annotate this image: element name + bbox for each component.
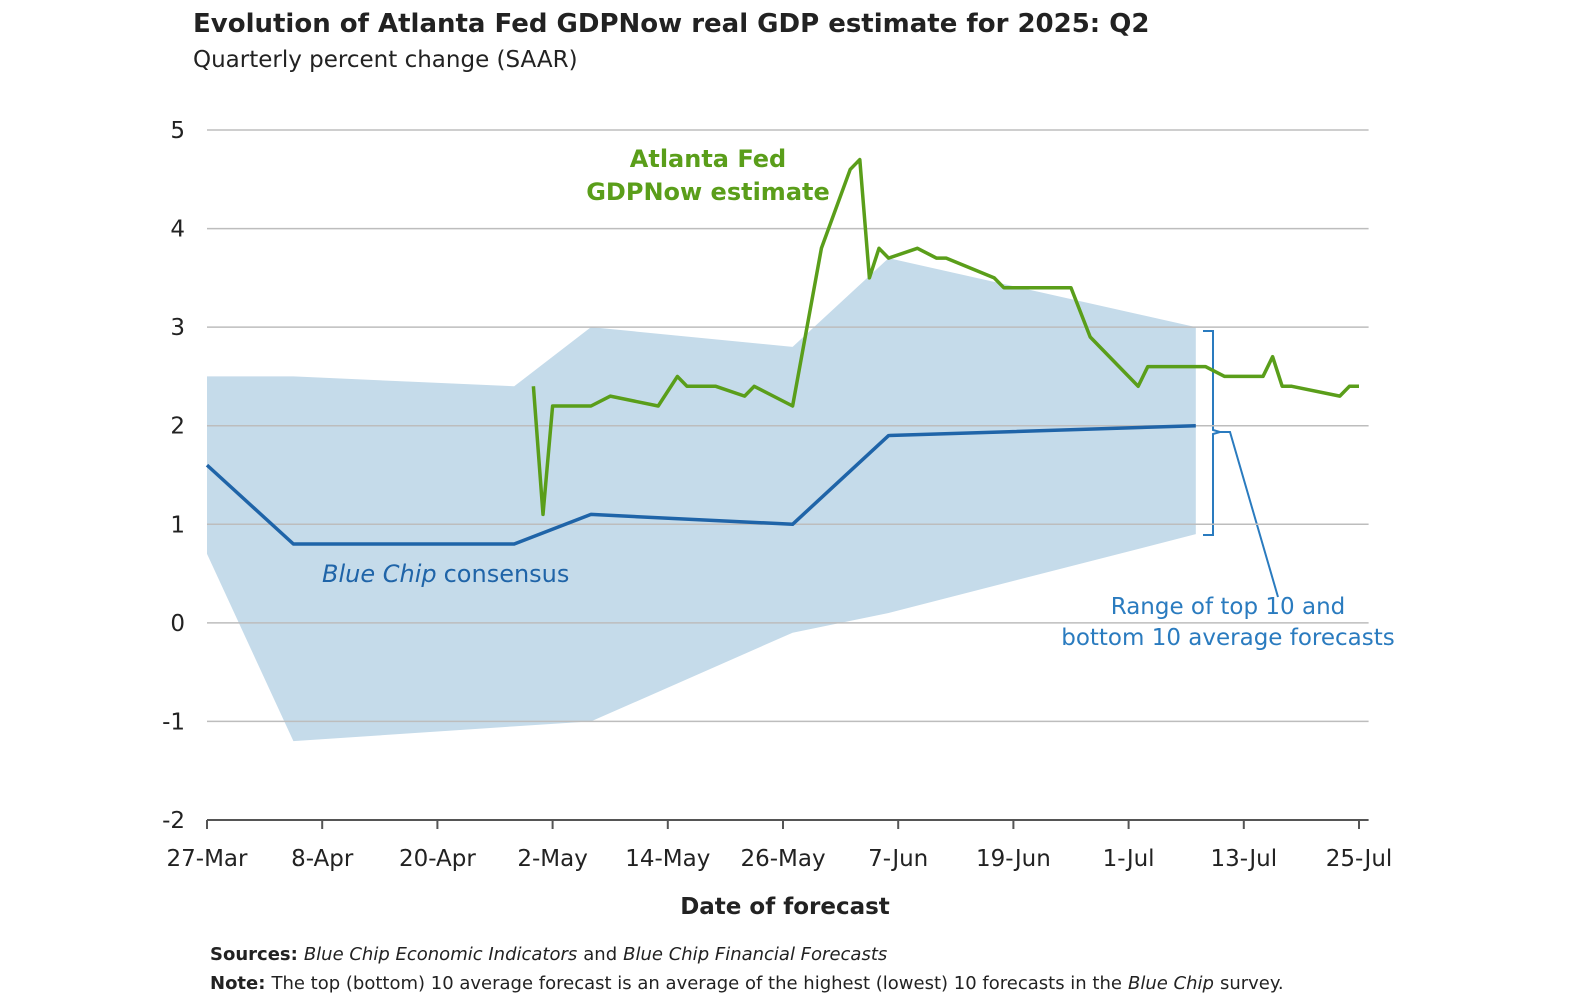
range-band <box>207 258 1196 742</box>
label-run: The top (bottom) 10 average forecast is … <box>270 973 1122 994</box>
label-run: bottom 10 average forecasts <box>1061 625 1395 651</box>
label: Range of top 10 and bottom 10 average for… <box>1061 594 1395 651</box>
x-tick-label: 14-May <box>625 846 710 872</box>
x-tick-label: 1-Jul <box>1103 846 1155 872</box>
chart-title: Evolution of Atlanta Fed GDPNow real GDP… <box>193 9 1149 39</box>
label-run: survey. <box>1220 973 1284 994</box>
label: Blue Chip consensus <box>322 560 569 588</box>
label-run: Note: <box>210 973 265 994</box>
label-run: Blue Chip <box>1128 973 1214 994</box>
label: Note: The top (bottom) 10 average forecas… <box>210 973 1284 994</box>
y-tick-label: -2 <box>162 808 185 834</box>
chart-subtitle: Quarterly percent change (SAAR) <box>193 47 578 73</box>
y-tick-label: 5 <box>170 118 185 144</box>
y-tick-label: 0 <box>170 611 185 637</box>
label: Sources: Blue Chip Economic Indicators and… <box>210 944 887 965</box>
x-tick-label: 8-Apr <box>291 846 354 872</box>
x-tick-label: 19-Jun <box>976 846 1051 872</box>
range-bracket <box>1203 330 1224 536</box>
x-axis-title: Date of forecast <box>680 894 890 920</box>
y-tick-label: 4 <box>170 217 185 243</box>
x-tick-label: 20-Apr <box>399 846 476 872</box>
x-tick-label: 25-Jul <box>1326 846 1393 872</box>
label-run: Range of top 10 and <box>1111 594 1346 620</box>
series-line <box>531 157 1359 517</box>
y-tick-label: 2 <box>170 414 185 440</box>
label-run: GDPNow estimate <box>586 178 830 206</box>
x-tick-label: 2-May <box>517 846 587 872</box>
label-run: and <box>583 944 617 965</box>
series-line <box>205 423 1196 546</box>
x-tick-label: 26-May <box>740 846 825 872</box>
label: Atlanta Fed GDPNow estimate <box>586 145 830 206</box>
y-tick-label: 1 <box>170 512 185 538</box>
y-tick-label: -1 <box>162 709 185 735</box>
y-tick-label: 3 <box>170 315 185 341</box>
label-run: consensus <box>444 560 570 588</box>
label-run: Atlanta Fed <box>630 145 786 173</box>
label-run: Blue Chip <box>322 560 437 588</box>
x-tick-label: 13-Jul <box>1210 846 1277 872</box>
label-run: Blue Chip Economic Indicators <box>304 944 577 965</box>
label-run: Sources: <box>210 944 298 965</box>
label-run: Blue Chip Financial Forecasts <box>623 944 887 965</box>
x-tick-label: 27-Mar <box>167 846 249 872</box>
x-tick-label: 7-Jun <box>868 846 928 872</box>
range-leader-line <box>1220 431 1279 598</box>
